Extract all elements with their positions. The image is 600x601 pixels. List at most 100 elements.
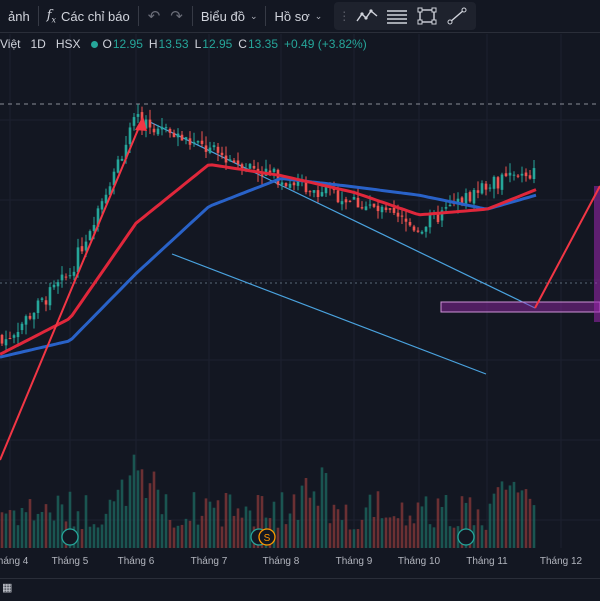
volume-bar xyxy=(164,494,168,548)
volume-bar xyxy=(444,495,448,548)
volume-bar xyxy=(328,523,332,548)
x-axis-tick-label: Tháng 7 xyxy=(191,556,228,567)
ma-fast-line xyxy=(0,163,537,356)
candle-body xyxy=(124,144,128,159)
volume-bar xyxy=(260,496,264,548)
chart-type-button[interactable]: Biểu đồ ⌄ xyxy=(193,0,266,32)
volume-bar xyxy=(288,513,292,548)
candle-body xyxy=(204,145,208,152)
candle-body xyxy=(456,198,460,205)
volume-bar xyxy=(384,517,388,548)
symbol-legend: Việt 1D HSX O 12.95 H 13.53 L 12.95 C 13.35 … xyxy=(0,36,373,52)
right-edge-zone xyxy=(594,186,600,322)
volume-bar xyxy=(104,513,108,548)
event-marker[interactable]: S xyxy=(258,528,276,546)
candle-body xyxy=(132,117,136,126)
event-marker[interactable] xyxy=(61,528,79,546)
volume-bar xyxy=(96,527,100,548)
lines-icon[interactable] xyxy=(382,2,412,30)
candle-body xyxy=(344,199,348,203)
candle-body xyxy=(52,284,56,288)
volume-bar xyxy=(508,485,512,548)
candle-body xyxy=(248,163,252,169)
candle-body xyxy=(92,224,96,231)
candle-body xyxy=(292,182,296,186)
candle-body xyxy=(352,197,356,200)
interval-label[interactable]: 1D xyxy=(30,37,46,51)
volume-bar xyxy=(492,493,496,548)
candle-body xyxy=(272,168,276,172)
candle-body xyxy=(304,180,308,193)
volume-bar xyxy=(200,515,204,548)
candle-body xyxy=(192,142,196,144)
volume-bar xyxy=(44,504,48,548)
candle-body xyxy=(100,201,104,210)
volume-bar xyxy=(396,518,400,548)
volume-bar xyxy=(176,525,180,548)
candle-body xyxy=(400,215,404,217)
candles xyxy=(0,104,536,352)
low-value: 12.95 xyxy=(202,37,233,51)
calendar-icon[interactable]: ▦ xyxy=(2,582,13,594)
candle-body xyxy=(336,190,340,203)
high-value: 13.53 xyxy=(158,37,189,51)
volume-bar xyxy=(500,481,504,548)
volume-bar xyxy=(344,504,348,548)
descending-channel xyxy=(149,121,536,375)
trendline-icon[interactable] xyxy=(442,2,472,30)
profile-button[interactable]: Hồ sơ ⌄ xyxy=(266,0,330,32)
candle-body xyxy=(392,207,396,213)
candle-body xyxy=(32,312,36,320)
candle-body xyxy=(384,207,388,211)
indicators-button[interactable]: fx Các chỉ báo xyxy=(39,0,138,32)
indicator-menu-partial[interactable]: ảnh xyxy=(0,0,38,32)
candle-body xyxy=(164,127,168,129)
toolbar-divider xyxy=(137,6,139,26)
candle-body xyxy=(460,197,464,205)
event-marker[interactable] xyxy=(457,528,475,546)
ma-slow-line xyxy=(0,177,537,359)
candle-body xyxy=(56,282,60,287)
volume-bar xyxy=(156,489,160,548)
candle-body xyxy=(128,127,132,145)
candle-body xyxy=(180,134,184,141)
candle-body xyxy=(496,177,500,189)
volume-bar xyxy=(532,505,536,548)
drag-handle-icon[interactable]: ⋮ xyxy=(338,9,351,23)
volume-bar xyxy=(236,508,240,548)
volume-bar xyxy=(180,524,184,548)
volume-bar xyxy=(68,491,72,548)
volume-bar xyxy=(140,469,144,548)
volume-bar xyxy=(420,506,424,548)
volume-bar xyxy=(224,493,228,548)
volume-bar xyxy=(496,487,500,548)
candle-body xyxy=(12,335,16,338)
candle-body xyxy=(208,147,212,153)
candle-body xyxy=(520,173,524,176)
candle-body xyxy=(368,204,372,206)
drawing-toolbar: ⋮ xyxy=(334,2,477,30)
volume-bars xyxy=(0,454,536,548)
volume-bar xyxy=(100,524,104,548)
chevron-down-icon: ⌄ xyxy=(314,10,323,21)
undo-icon[interactable]: ↶ xyxy=(147,8,161,25)
volume-bar xyxy=(408,515,412,548)
line-chart-icon[interactable] xyxy=(352,2,382,30)
candle-body xyxy=(312,190,316,193)
volume-bar xyxy=(248,510,252,548)
candle-body xyxy=(144,119,148,129)
rectangle-icon[interactable] xyxy=(412,2,442,30)
candle-body xyxy=(28,315,32,319)
candle-body xyxy=(64,276,68,278)
volume-bar xyxy=(8,510,12,548)
volume-bar xyxy=(308,497,312,548)
x-axis-tick-label: Tháng 8 xyxy=(263,556,300,567)
candle-body xyxy=(88,231,92,241)
open-value: 12.95 xyxy=(112,37,143,51)
volume-bar xyxy=(24,512,28,548)
volume-bar xyxy=(196,524,200,548)
redo-icon[interactable]: ↷ xyxy=(170,8,183,25)
candle-body xyxy=(360,207,364,209)
candle-body xyxy=(168,128,172,133)
